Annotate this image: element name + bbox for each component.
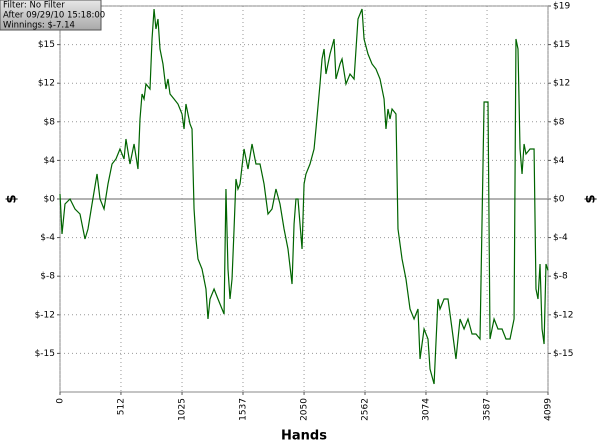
x-tick-label: 4099 (544, 398, 554, 421)
y2-tick-label: $19 (553, 2, 570, 12)
y2-tick-label: $-4 (553, 233, 568, 243)
info-line: After 09/29/10 15:18:00 (3, 11, 105, 21)
y2-tick-label: $12 (553, 79, 570, 89)
y2-axis-label: $ (584, 194, 599, 203)
y-tick-label: $8 (44, 117, 56, 127)
line (59, 8, 549, 385)
y-axis-label: $ (5, 194, 20, 203)
y2-tick-label: $0 (553, 195, 565, 205)
y-tick-label: $4 (44, 156, 56, 166)
info-line: Winnings: $-7.14 (3, 21, 75, 31)
x-tick-label: 3074 (421, 398, 431, 421)
info-line: Filter: No Filter (3, 1, 65, 11)
info-box-bg (0, 0, 102, 31)
info-box: Filter: No Filter After 09/29/10 15:18:0… (0, 0, 105, 31)
y2-tick-label: $-15 (553, 349, 573, 359)
x-axis-label: Hands (281, 429, 327, 444)
y-tick-label: $-4 (40, 233, 55, 243)
y2-tick-label: $-12 (553, 310, 573, 320)
y-tick-label: $-8 (40, 272, 55, 282)
y2-tick-label: $4 (553, 156, 565, 166)
y-tick-label: $12 (38, 79, 55, 89)
y-tick-label: $0 (44, 195, 56, 205)
x-tick-label: 2562 (361, 398, 371, 421)
x-tick-label: 512 (116, 398, 126, 415)
x-tick-label: 0 (56, 398, 66, 404)
x-tick-label: 1025 (178, 398, 188, 421)
x-tick-label: 2050 (300, 398, 310, 421)
x-tick-label: 1537 (238, 398, 248, 421)
y-tick-label: $-15 (35, 349, 55, 359)
y2-tick-label: $-8 (553, 272, 568, 282)
y2-tick-label: $8 (553, 117, 565, 127)
y-tick-label: $15 (38, 40, 55, 50)
x-tick-label: 3587 (483, 398, 493, 421)
y2-tick-label: $15 (553, 40, 570, 50)
y-tick-label: $-12 (35, 310, 55, 320)
